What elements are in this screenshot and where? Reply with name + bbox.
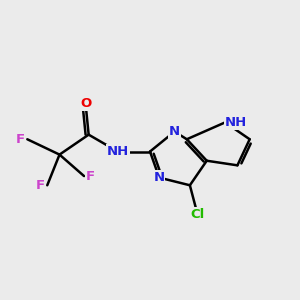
Text: N: N — [154, 171, 165, 184]
Text: F: F — [16, 133, 25, 146]
Text: NH: NH — [225, 116, 247, 129]
Text: F: F — [85, 169, 95, 183]
Text: F: F — [36, 179, 45, 192]
Text: NH: NH — [107, 145, 129, 158]
Text: O: O — [80, 98, 91, 110]
Text: Cl: Cl — [190, 208, 205, 221]
Text: N: N — [169, 125, 180, 138]
